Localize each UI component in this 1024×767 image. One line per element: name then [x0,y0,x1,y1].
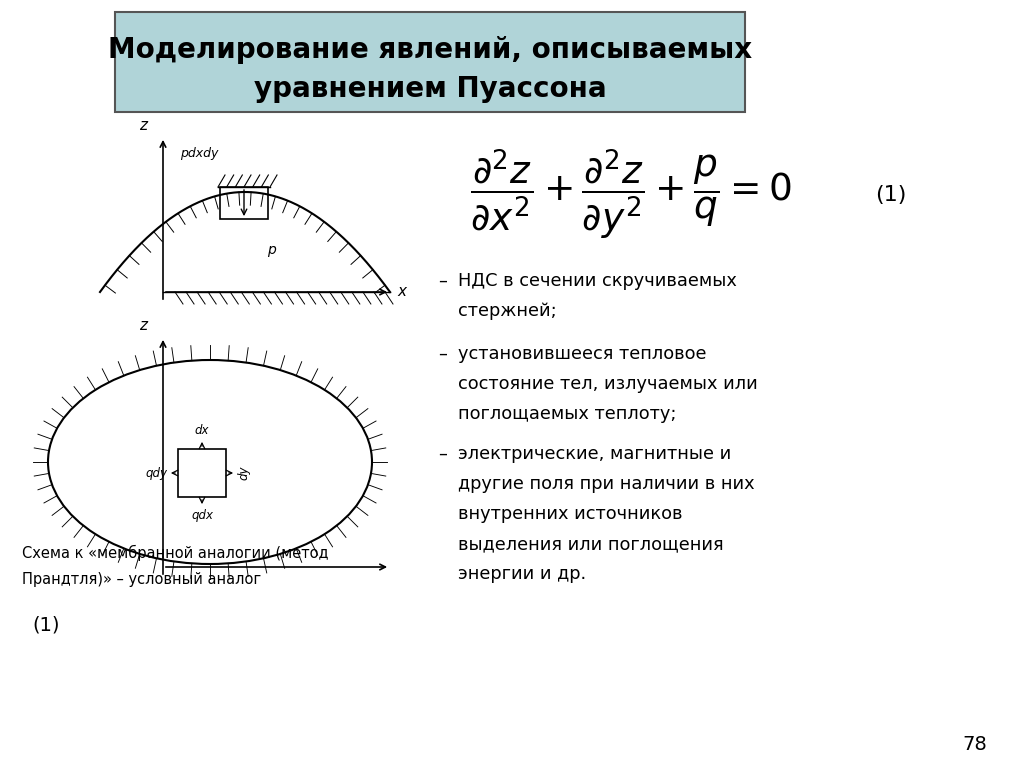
Text: $\dfrac{\partial^2 z}{\partial x^2} + \dfrac{\partial^2 z}{\partial y^2} + \dfra: $\dfrac{\partial^2 z}{\partial x^2} + \d… [470,148,792,242]
FancyBboxPatch shape [220,187,268,219]
Text: Прандтля)» – условный аналог: Прандтля)» – условный аналог [22,572,261,587]
Text: установившееся тепловое: установившееся тепловое [458,345,707,363]
Text: z: z [139,118,147,133]
Text: внутренних источников: внутренних источников [458,505,683,523]
Text: (1): (1) [874,185,906,205]
Text: поглощаемых теплоту;: поглощаемых теплоту; [458,405,677,423]
Text: dy: dy [238,466,251,480]
Text: другие поля при наличии в них: другие поля при наличии в них [458,475,755,493]
Text: –: – [438,445,446,463]
Text: (1): (1) [32,615,59,634]
Text: 78: 78 [963,736,987,755]
Text: стержней;: стержней; [458,302,557,320]
FancyBboxPatch shape [178,449,226,497]
Text: dx: dx [195,424,209,437]
Text: состояние тел, излучаемых или: состояние тел, излучаемых или [458,375,758,393]
Text: z: z [139,318,147,333]
Text: –: – [438,272,446,290]
Text: НДС в сечении скручиваемых: НДС в сечении скручиваемых [458,272,737,290]
Text: pdxdy: pdxdy [180,147,218,160]
Text: выделения или поглощения: выделения или поглощения [458,535,724,553]
Text: qdy: qdy [145,466,167,479]
Text: Схема к «мембранной аналогии (метод: Схема к «мембранной аналогии (метод [22,545,329,561]
Text: уравнением Пуассона: уравнением Пуассона [254,75,606,103]
Text: x: x [397,285,406,299]
Text: p: p [267,243,275,257]
Text: энергии и др.: энергии и др. [458,565,586,583]
Text: электрические, магнитные и: электрические, магнитные и [458,445,731,463]
FancyBboxPatch shape [115,12,745,112]
Text: qdx: qdx [191,509,213,522]
Text: Моделирование явлений, описываемых: Моделирование явлений, описываемых [108,36,752,64]
Text: –: – [438,345,446,363]
